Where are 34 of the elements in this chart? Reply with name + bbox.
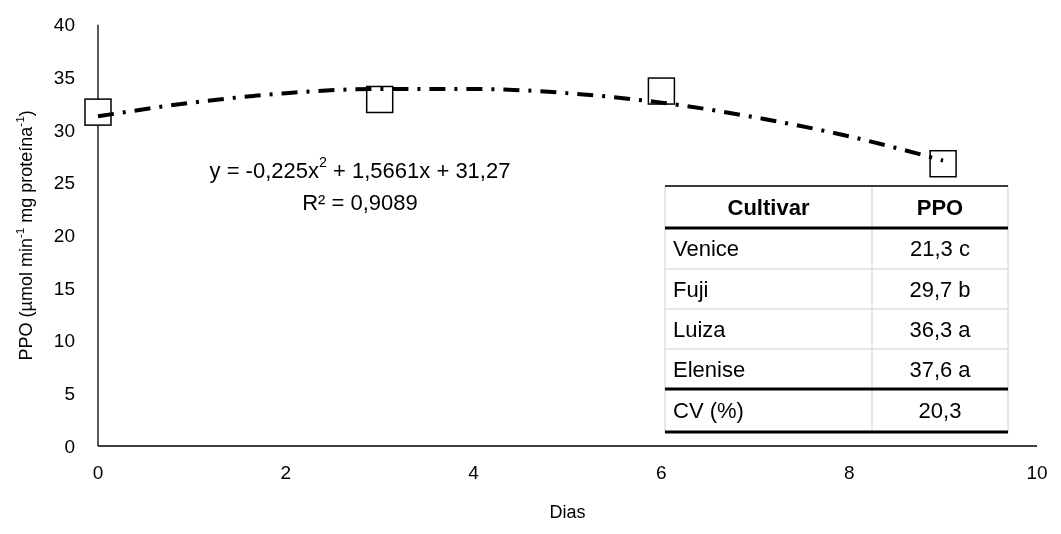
y-tick-label: 0 [64, 435, 75, 457]
y-tick-label: 20 [53, 224, 75, 246]
annotation: Venice [673, 236, 740, 261]
annotation: 36,3 a [909, 316, 972, 342]
annotation: 29,7 b [909, 276, 971, 302]
y-tick-label: 40 [53, 14, 75, 36]
annotation: 20,3 [918, 398, 962, 423]
annotation: CV (%) [673, 398, 744, 423]
x-tick-label: 10 [1026, 461, 1048, 483]
x-axis-title: Dias [549, 502, 586, 522]
point [84, 98, 112, 126]
annotation: Elenise [673, 356, 746, 382]
y-tick-label: 30 [53, 119, 75, 141]
y-tick-label: 15 [53, 277, 75, 299]
x-tick-label: 0 [92, 461, 104, 483]
x-tick-label: 4 [468, 461, 480, 483]
y-tick-label: 25 [53, 172, 75, 194]
x-tick-label: 6 [656, 461, 667, 483]
y-tick-label: 10 [53, 330, 75, 352]
annotation: 21,3 c [910, 236, 970, 261]
annotation: R² = 0,9089 [302, 189, 418, 215]
annotation: Fuji [673, 276, 709, 302]
point [929, 149, 957, 178]
y-tick-label: 5 [64, 382, 75, 404]
annotation: y = -0,225x$^{2}$ + 1,5661x + 31,27 [209, 154, 511, 183]
point [647, 77, 676, 105]
x-tick-label: 8 [843, 461, 855, 483]
annotation: Cultivar [727, 194, 810, 220]
x-tick-label: 2 [280, 461, 292, 483]
annotation: 37,6 a [909, 356, 972, 382]
point [365, 85, 394, 114]
annotation: PPO [916, 194, 964, 220]
y-tick-label: 35 [53, 66, 75, 88]
annotation: Luiza [673, 316, 727, 342]
